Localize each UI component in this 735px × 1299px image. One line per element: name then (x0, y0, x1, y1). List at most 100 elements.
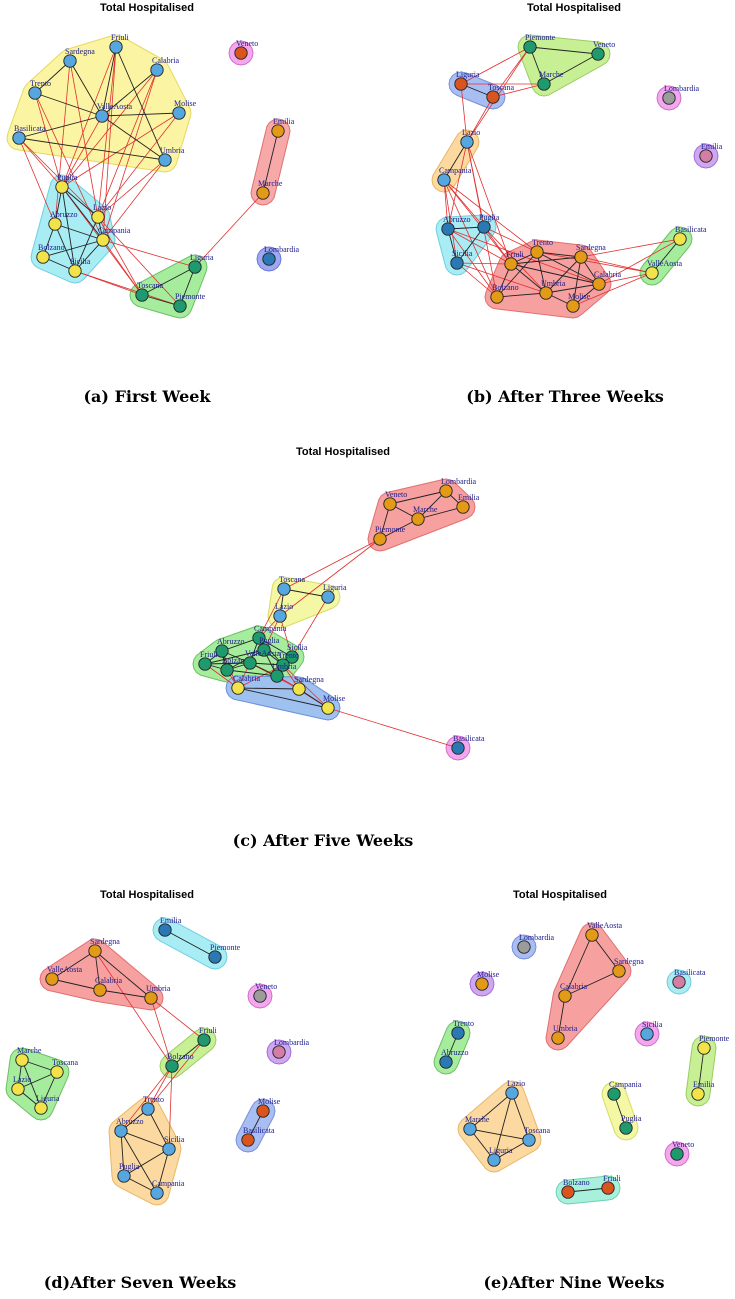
node-label: Basilicata (243, 1126, 275, 1135)
node-piemonte: Piemonte (697, 1034, 730, 1055)
node-marker (215, 644, 229, 658)
inter-community-edge (102, 159, 166, 241)
node-toscana: Toscana (486, 83, 515, 104)
intra-community-edge (651, 238, 681, 274)
node-bolzano: Bolzano (490, 283, 519, 304)
node-label: Marche (258, 179, 283, 188)
inter-community-edge (279, 538, 381, 617)
node-marker (36, 250, 50, 264)
intra-community-edge (115, 46, 166, 161)
node-valleaosta: ValleAosta (45, 965, 83, 986)
intra-community-edge (101, 69, 158, 117)
intra-community-edge (101, 46, 117, 117)
node-marker (645, 266, 659, 280)
node-marker (48, 217, 62, 231)
node-marker (272, 1045, 286, 1059)
node-piemonte: Piemonte (208, 943, 241, 964)
node-bolzano: Bolzano (165, 1052, 194, 1073)
intra-community-edge (237, 687, 329, 709)
node-label: Veneto (236, 39, 258, 48)
node-label: Campania (98, 226, 131, 235)
node-toscana: Toscana (277, 575, 306, 596)
node-trento: Trento (28, 79, 51, 100)
node-calabria: Calabria (231, 674, 261, 695)
intra-community-edge (591, 934, 620, 972)
node-label: Campania (609, 1080, 642, 1089)
intra-community-edge (496, 251, 538, 298)
inter-community-edge (97, 216, 143, 296)
node-marker (173, 299, 187, 313)
panel-title: Total Hospitalised (100, 2, 194, 14)
node-marker (150, 63, 164, 77)
node-valleaosta: ValleAosta (585, 921, 623, 942)
node-marche: Marche (256, 179, 283, 200)
community-orange (457, 1080, 542, 1173)
intra-community-edge (536, 251, 582, 258)
intra-community-edge (61, 186, 104, 241)
node-lombardia: Lombardia (272, 1038, 310, 1059)
node-umbria: Umbria (539, 279, 566, 300)
intra-community-edge (557, 995, 566, 1039)
node-valleaosta: ValleAosta (243, 649, 281, 670)
node-marker (95, 109, 109, 123)
node-label: Umbria (553, 1024, 578, 1033)
intra-community-edge (469, 1128, 530, 1141)
node-marche: Marche (411, 505, 438, 526)
node-marker (321, 701, 335, 715)
node-label: Lazio (462, 128, 480, 137)
node-calabria: Calabria (150, 56, 180, 77)
intra-community-edge (697, 1047, 705, 1095)
node-liguria: Liguria (321, 583, 347, 604)
node-puglia: Puglia (257, 636, 280, 657)
node-veneto: Veneto (383, 490, 407, 511)
inter-community-edge (94, 950, 173, 1067)
node-label: Trento (453, 1019, 474, 1028)
intra-community-edge (61, 186, 99, 218)
node-label: Piemonte (699, 1034, 730, 1043)
panel-caption: (c) After Five Weeks (233, 831, 414, 850)
node-label: Sardegna (65, 47, 95, 56)
node-label: Campania (254, 624, 287, 633)
node-umbria: Umbria (158, 146, 185, 167)
node-emilia: Emilia (699, 142, 723, 163)
node-marker (574, 250, 588, 264)
node-label: Calabria (95, 976, 123, 985)
node-marker (253, 989, 267, 1003)
intra-community-edge (564, 934, 593, 997)
node-marche: Marche (537, 70, 564, 91)
node-label: Molise (323, 694, 346, 703)
inter-community-edge (447, 228, 512, 265)
node-piemonte: Piemonte (373, 525, 406, 546)
inter-community-edge (291, 596, 329, 658)
node-trento: Trento (141, 1095, 164, 1116)
panel-d: Total Hospitalised (d)After Seven Weeks Sa… (5, 889, 310, 1292)
node-marker (277, 582, 291, 596)
intra-community-edge (18, 137, 166, 161)
inter-community-edge (466, 141, 512, 265)
node-label: Friuli (199, 1026, 218, 1035)
inter-community-edge (447, 228, 600, 285)
node-marker (141, 1102, 155, 1116)
intra-community-edge (493, 1092, 513, 1161)
node-marker (321, 590, 335, 604)
node-marker (517, 940, 531, 954)
inter-community-edge (204, 663, 239, 689)
panel-caption: (e)After Nine Weeks (483, 1273, 664, 1292)
node-trento: Trento (451, 1019, 474, 1040)
node-lazio: Lazio (460, 128, 480, 149)
node-sicilia: Sicilia (450, 249, 473, 270)
node-marker (699, 149, 713, 163)
node-label: Abruzzo (217, 637, 245, 646)
inter-community-edge (580, 256, 653, 274)
node-marker (262, 252, 276, 266)
node-piemonte: Piemonte (523, 33, 556, 54)
inter-community-edge (447, 141, 468, 230)
node-label: ValleAosta (587, 921, 623, 930)
intra-community-edge (564, 970, 620, 997)
inter-community-edge (283, 538, 381, 590)
node-label: Trento (532, 238, 553, 247)
node-lombardia: Lombardia (262, 245, 300, 266)
node-marker (523, 40, 537, 54)
node-abruzzo: Abruzzo (215, 637, 245, 658)
node-label: Veneto (672, 1140, 694, 1149)
